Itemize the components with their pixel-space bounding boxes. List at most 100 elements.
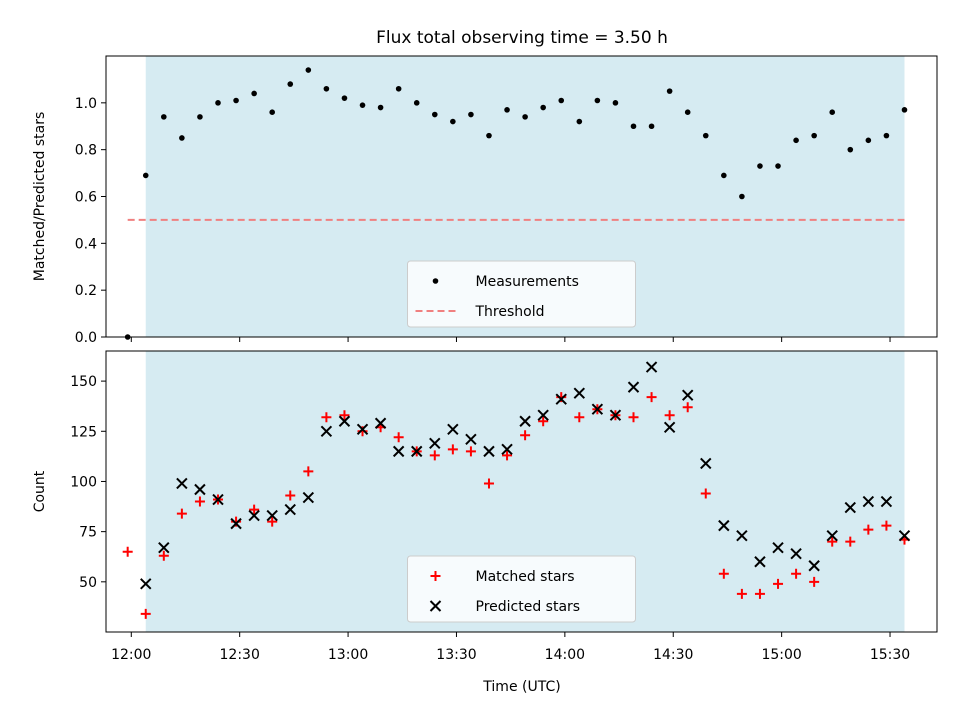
matched-star-point [574,412,585,423]
measurement-point [142,172,149,179]
ratio-panel: 0.0 0.2 0.4 0.6 0.8 1.0 Matched/Predicted star… [32,55,938,346]
y-axis-label: Matched/Predicted stars [32,112,48,282]
matched-star-point [791,568,802,579]
predicted-star-point [392,445,405,458]
measurement-point [287,81,294,87]
predicted-star-point [140,578,152,590]
matched-star-point [520,430,531,441]
measurement-point [612,100,619,106]
predicted-star-point [465,433,477,446]
measurement-point [179,135,185,141]
legend-label: Threshold [475,304,545,320]
matched-star-point [194,496,205,507]
matched-star-point [321,412,332,423]
measurement-point [558,97,565,104]
y-tick-label: 125 [70,424,97,440]
predicted-star-point [302,491,315,504]
measurement-point [341,95,348,101]
predicted-star-point [248,509,260,522]
predicted-star-point [230,517,242,530]
y-tick-label: 0.0 [75,330,97,346]
measurement-point [161,114,167,120]
matched-star-point [700,488,711,499]
measurement-point [522,114,528,120]
matched-star-point [393,432,404,443]
matched-star-point [176,508,187,519]
measurement-point [269,109,276,115]
matched-star-point [881,520,892,531]
matched-star-point [429,450,440,461]
predicted-star-point [266,509,278,522]
measurement-point [775,163,781,169]
matched-star-point [465,446,476,457]
matched-star-point [736,588,747,599]
predicted-star-point [862,495,875,508]
matched-star-point [809,576,820,587]
count-panel: 50 75 100 125 150 12:00 12:30 13:00 13:30 14:00 14… [32,350,938,663]
predicted-star-point [320,425,333,437]
measurement-point [431,111,438,118]
predicted-star-point [681,389,694,401]
y-tick-label: 1.0 [75,96,97,112]
measurement-point [829,109,836,115]
legend-box [407,260,636,328]
axes-frame [105,350,938,633]
measurement-point [739,193,745,200]
predicted-star-point [772,541,784,554]
matched-star-point [158,550,169,561]
measurement-point [233,97,239,104]
measurement-point [901,107,908,113]
predicted-star-point [429,437,441,450]
y-tick-label: 0.4 [75,236,97,252]
measurement-point [648,123,655,130]
predicted-star-point [284,503,296,516]
measurement-point [666,88,673,94]
measurement-point [359,102,366,108]
predicted-star-point [591,403,604,415]
predicted-star-point [176,477,188,490]
predicted-star-point [483,445,495,458]
matched-star-point [122,546,133,557]
measurement-point [504,107,510,113]
predicted-star-point [573,387,586,399]
measurement-point [540,104,546,111]
measurement-point [630,123,637,130]
measurement-point [395,85,402,92]
predicted-star-point [844,501,856,514]
measurement-point [793,137,799,144]
matched-star-point [538,416,549,427]
matched-star-point [628,412,639,423]
matched-star-point [502,450,513,461]
matched-star-point [827,536,838,547]
matched-star-point [483,478,494,489]
matched-star-point [447,444,458,455]
y-tick-label: 75 [79,525,97,541]
predicted-star-point [374,417,387,429]
predicted-star-point [537,409,549,421]
legend-label: Matched stars [476,569,575,585]
y-tick-label: 150 [70,374,97,390]
predicted-star-point [718,519,730,532]
matched-star-point [718,568,729,579]
predicted-star-point [700,457,712,470]
y-tick-label: 50 [79,575,97,591]
x-tick-label: 14:30 [653,647,693,663]
measurement-point [811,132,817,139]
predicted-star-point [645,361,658,373]
y-axis-label: Count [32,470,48,512]
predicted-star-point [501,443,513,456]
legend-marker-measurement [432,278,439,284]
measurement-point [702,132,709,139]
matched-star-point [646,392,657,403]
predicted-star-point [627,381,640,393]
measurement-point [847,146,854,153]
predicted-star-point [736,529,748,542]
measurement-point [413,100,420,106]
y-tick-label: 0.6 [75,190,97,206]
chart-title: Flux total observing time = 3.50 h [376,28,668,48]
measurement-point [883,132,890,139]
predicted-star-point [519,415,531,427]
measurement-point [468,111,474,118]
measurement-point [197,114,203,120]
